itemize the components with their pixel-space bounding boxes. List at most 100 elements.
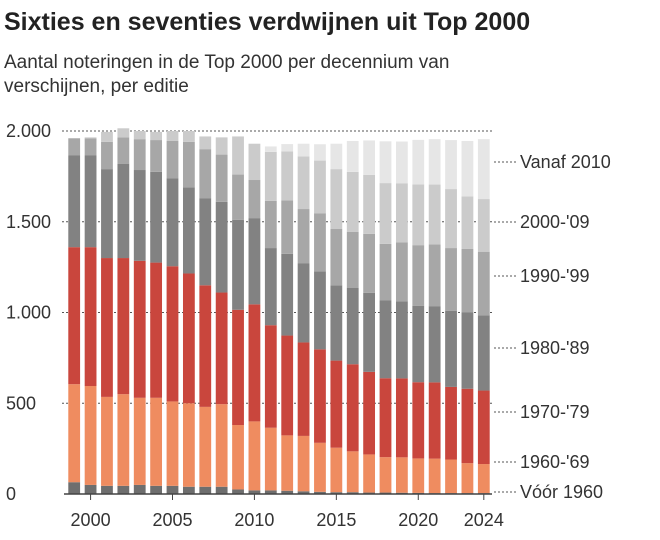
legend-label: 1960-'69 [520,452,590,472]
bar-segment-1960-69 [264,427,277,491]
bar-segment-1980-89 [117,163,130,259]
bar-segment-1990-99 [281,200,294,254]
bar-segment-2000-09 [150,131,163,141]
bar-segment-2000-09 [346,171,359,232]
bar-segment-vanaf-2010 [264,146,277,152]
bar-segment-1990-99 [182,141,195,188]
bar-segment-1970-79 [68,247,81,385]
bar-segment-vanaf-2010 [395,141,408,184]
bar-segment-1970-79 [232,309,244,426]
x-tick-label: 2000 [71,510,111,530]
bar-segment-1970-79 [330,360,343,448]
bar-segment-2000-09 [477,199,490,252]
bar-segment-vanaf-2010 [379,141,392,184]
x-tick-label: 2010 [234,510,274,530]
bar-segment-2000-09 [379,183,392,244]
bar-segment-1980-89 [248,218,261,305]
bar-segment-1960-69 [379,457,392,493]
bar-segment-v-r-1960 [117,485,130,494]
bar-segment-1980-89 [101,169,113,259]
bar-segment-1970-79 [412,382,425,459]
bar-segment-1960-69 [248,421,261,491]
bar-segment-1990-99 [215,154,228,202]
bar-segment-1970-79 [379,378,392,458]
bar-segment-1960-69 [182,403,195,487]
bar-segment-1970-79 [84,247,97,387]
bar-segment-v-r-1960 [215,486,228,494]
bar-segment-1970-79 [133,260,146,398]
bar-segment-v-r-1960 [150,485,163,494]
bar-segment-vanaf-2010 [297,143,310,157]
bar-segment-1980-89 [363,292,376,372]
bar-segment-1960-69 [330,447,343,493]
bar-segment-1980-89 [330,285,343,361]
bar-segment-1970-79 [346,364,359,452]
bar-segment-1980-89 [199,198,212,286]
bar-segment-v-r-1960 [84,484,97,494]
bar-segment-v-r-1960 [281,490,294,494]
bar-segment-vanaf-2010 [461,140,474,197]
bar-segment-vanaf-2010 [363,140,376,175]
bar-segment-1970-79 [281,335,294,436]
bar-segment-v-r-1960 [101,485,113,494]
bar-segment-v-r-1960 [182,486,195,494]
bar-segment-1980-89 [314,271,326,350]
bar-segment-1960-69 [428,458,441,494]
bar-segment-2000-09 [101,131,113,142]
bar-segment-2000-09 [314,160,326,214]
bar-segment-2000-09 [395,183,408,243]
legend-label: 2000-'09 [520,212,590,232]
x-tick-label: 2015 [316,510,356,530]
bar-segment-1990-99 [166,140,179,179]
bar-segment-1980-89 [379,300,392,379]
legend-label: 1980-'89 [520,338,590,358]
bar-segment-2000-09 [363,174,376,234]
bar-segment-2000-09 [84,137,97,139]
bar-segment-1990-99 [117,137,130,164]
bar-segment-vanaf-2010 [477,139,490,200]
bar-segment-2000-09 [264,151,277,201]
bar-segment-1990-99 [314,213,326,272]
bar-segment-1960-69 [84,386,97,485]
bar-segment-1990-99 [232,174,244,220]
bar-segment-1980-89 [297,263,310,343]
bar-segment-v-r-1960 [346,492,359,494]
bar-segment-1980-89 [264,248,277,326]
bar-segment-2000-09 [445,189,457,249]
bar-segment-2000-09 [232,136,244,175]
bar-segment-2000-09 [297,156,310,210]
bar-segment-1970-79 [428,382,441,459]
bar-segment-1960-69 [133,397,146,485]
bar-segment-1970-79 [297,342,310,436]
bar-segment-1980-89 [428,306,441,383]
bar-segment-vanaf-2010 [281,144,294,152]
bar-segment-2000-09 [412,184,425,246]
bar-segment-1980-89 [412,305,425,383]
bar-segment-1960-69 [166,401,179,486]
bar-segment-1960-69 [199,406,212,487]
y-tick-label: 500 [6,393,36,413]
bar-segment-2000-09 [117,128,130,138]
bar-segment-2000-09 [215,137,228,155]
bar-segment-1980-89 [445,310,457,387]
bar-segment-1970-79 [182,273,195,404]
bar-segment-1960-69 [445,459,457,494]
bar-segment-v-r-1960 [297,491,310,494]
bar-segment-1990-99 [461,248,474,313]
bar-segment-1990-99 [264,200,277,249]
bar-segment-2000-09 [199,136,212,150]
bar-segment-1970-79 [477,390,490,465]
bar-segment-1980-89 [166,178,179,267]
y-tick-label: 1.000 [6,303,51,323]
bar-segment-1960-69 [477,464,490,494]
bar-segment-1980-89 [461,312,474,389]
bar-segment-1970-79 [199,285,212,407]
bar-segment-1980-89 [68,155,81,248]
bar-segment-1970-79 [248,304,261,422]
legend-label: Vóór 1960 [520,482,603,502]
bar-segment-2000-09 [330,169,343,230]
bar-segment-1960-69 [395,457,408,493]
bar-segment-1980-89 [395,301,408,379]
bar-segment-1990-99 [133,139,146,171]
